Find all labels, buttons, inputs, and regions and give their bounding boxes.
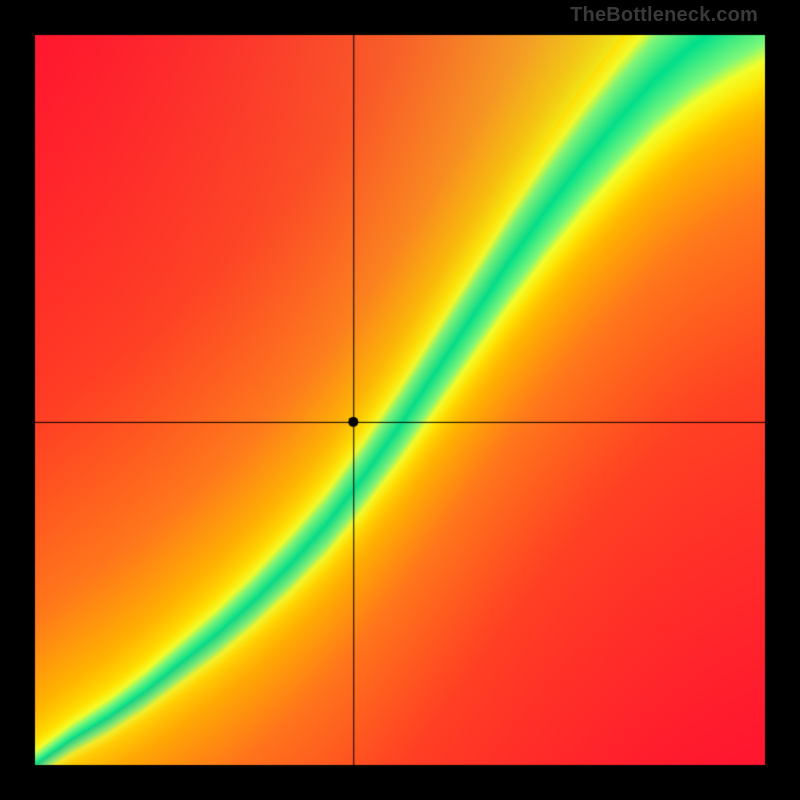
watermark-text: TheBottleneck.com: [570, 4, 758, 27]
bottleneck-heatmap: [0, 0, 800, 800]
